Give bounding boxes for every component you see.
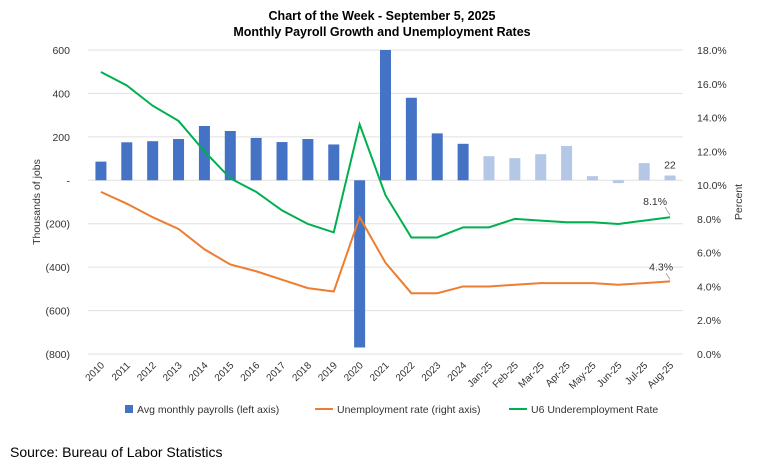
y-tick-label: (600) [45,306,70,318]
y-tick-label: 400 [52,88,70,100]
x-tick-label: 2020 [342,360,366,384]
bar-2012 [147,141,159,181]
y2-tick-label: 2.0% [697,315,721,327]
legend-label-unemployment: Unemployment rate (right axis) [337,404,481,416]
y2-axis-label: Percent [733,184,745,220]
x-tick-label: Mar-25 [517,360,547,390]
source-note: Source: Bureau of Labor Statistics [10,444,223,460]
bar-2023 [431,133,443,181]
x-tick-label: 2011 [110,360,133,383]
y-tick-label: 200 [52,132,70,144]
legend-label-u6: U6 Underemployment Rate [531,404,658,416]
data-label-unemployment: 4.3% [649,261,673,273]
bar-Apr-25 [561,145,573,181]
y2-tick-label: 8.0% [697,214,721,226]
x-tick-label: 2024 [446,360,470,384]
x-tick-label: 2023 [420,360,444,384]
y2-tick-label: 6.0% [697,248,721,260]
y-tick-label: (800) [45,349,70,361]
bar-Jun-25 [612,180,624,184]
leader-line [665,273,671,280]
bar-Mar-25 [535,154,547,181]
unemployment-line [100,190,671,295]
x-tick-label: 2015 [213,360,237,384]
bar-2017 [276,142,288,181]
y2-tick-label: 10.0% [697,180,727,192]
y2-tick-label: 4.0% [697,281,721,293]
x-tick-label: May-25 [567,360,599,392]
bar-2022 [405,97,417,181]
x-tick-label: 2018 [291,360,315,384]
bar-Jul-25 [638,163,650,181]
x-tick-label: 2019 [316,360,340,384]
x-tick-label: 2013 [161,360,185,384]
chart-title: Chart of the Week - September 5, 2025 [268,9,496,23]
x-tick-label: 2012 [135,360,159,384]
x-tick-label: 2022 [394,360,418,384]
y-tick-label: - [67,175,71,187]
data-label-u6: 8.1% [643,196,667,208]
u6-line [100,71,671,239]
x-tick-label: Jun-25 [595,360,625,390]
bar-May-25 [586,176,598,181]
x-tick-label: Aug-25 [646,360,677,391]
bar-Feb-25 [509,158,521,181]
y2-tick-label: 18.0% [697,45,727,57]
x-tick-label: 2010 [84,360,108,384]
x-tick-label: Feb-25 [491,360,521,390]
x-tick-label: Jan-25 [466,360,496,390]
y-tick-label: (200) [45,219,70,231]
y-tick-label: 600 [52,45,70,57]
bar-2018 [302,139,314,181]
bar-2014 [198,126,210,181]
bar-2016 [250,137,262,181]
legend-label-payrolls: Avg monthly payrolls (left axis) [137,404,279,416]
y2-tick-label: 14.0% [697,113,727,125]
x-tick-label: 2021 [368,360,392,384]
x-tick-label: 2017 [265,360,289,384]
bar-2024 [457,143,469,181]
y-axis-label: Thousands of jobs [31,159,43,245]
bar-2015 [224,130,236,181]
x-tick-label: 2014 [187,360,211,384]
bar-Aug-25 [664,175,676,181]
leader-line [664,206,671,216]
bar-2010 [95,161,107,181]
y2-tick-label: 0.0% [697,349,721,361]
data-label-payroll: 22 [664,160,676,172]
bar-Jan-25 [483,156,495,181]
legend-swatch-payrolls [125,405,133,413]
bar-2019 [328,144,340,181]
bar-2020 [354,180,366,348]
bar-2021 [380,50,391,181]
y-tick-label: (400) [45,262,70,274]
chart-subtitle: Monthly Payroll Growth and Unemployment … [233,25,531,39]
y2-tick-label: 12.0% [697,146,727,158]
x-tick-label: 2016 [239,360,263,384]
chart-plot: 600 400 200 - (200) (400) (600) (800) 18.0% 16.0%… [31,45,745,416]
bar-2013 [173,139,185,181]
y2-tick-label: 16.0% [697,79,727,91]
bar-2011 [121,142,133,181]
